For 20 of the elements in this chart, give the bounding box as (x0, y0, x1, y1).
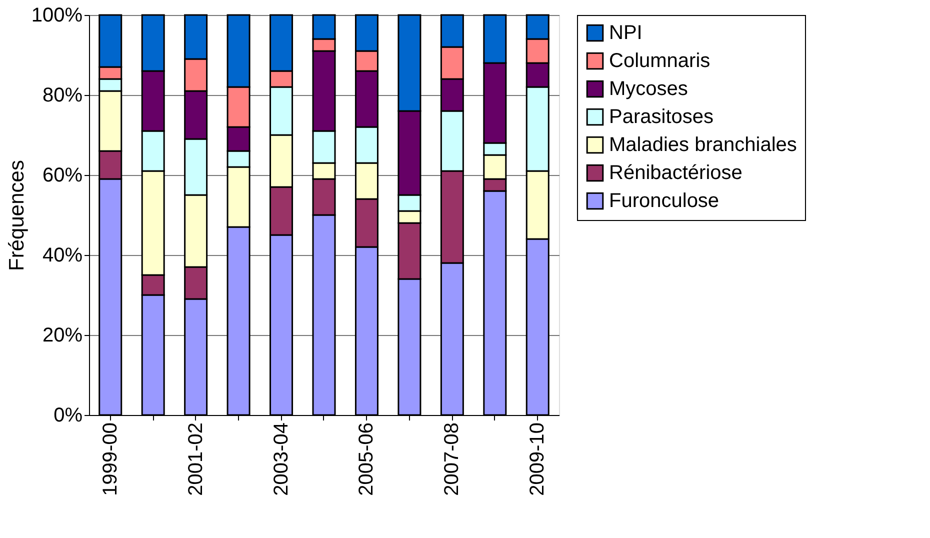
y-tick-label: 80% (42, 84, 83, 106)
y-axis-title: Fréquences (5, 160, 28, 271)
y-tick-label: 0% (54, 404, 83, 426)
y-tick-label: 20% (42, 324, 83, 346)
x-tick-label: 2001-02 (184, 422, 207, 496)
legend-label: Columnaris (609, 50, 710, 72)
x-tick-label: 1999-00 (99, 422, 122, 496)
x-tick-label: 2009-10 (526, 422, 549, 496)
legend-label: Furonculose (609, 190, 720, 212)
legend-label: Rénibactériose (609, 162, 742, 184)
x-tick-label: 2003-04 (270, 422, 292, 496)
y-tick-label: 40% (42, 244, 83, 266)
x-tick-label: 2005-06 (356, 422, 378, 496)
legend-label: Mycoses (609, 78, 688, 100)
y-tick-label: 60% (42, 164, 83, 186)
legend-label: Parasitoses (609, 106, 714, 128)
x-tick-label: 2007-08 (441, 422, 464, 496)
y-tick-label: 100% (31, 4, 83, 26)
legend-label: NPI (609, 22, 642, 44)
legend-label: Maladies branchiales (609, 134, 797, 156)
